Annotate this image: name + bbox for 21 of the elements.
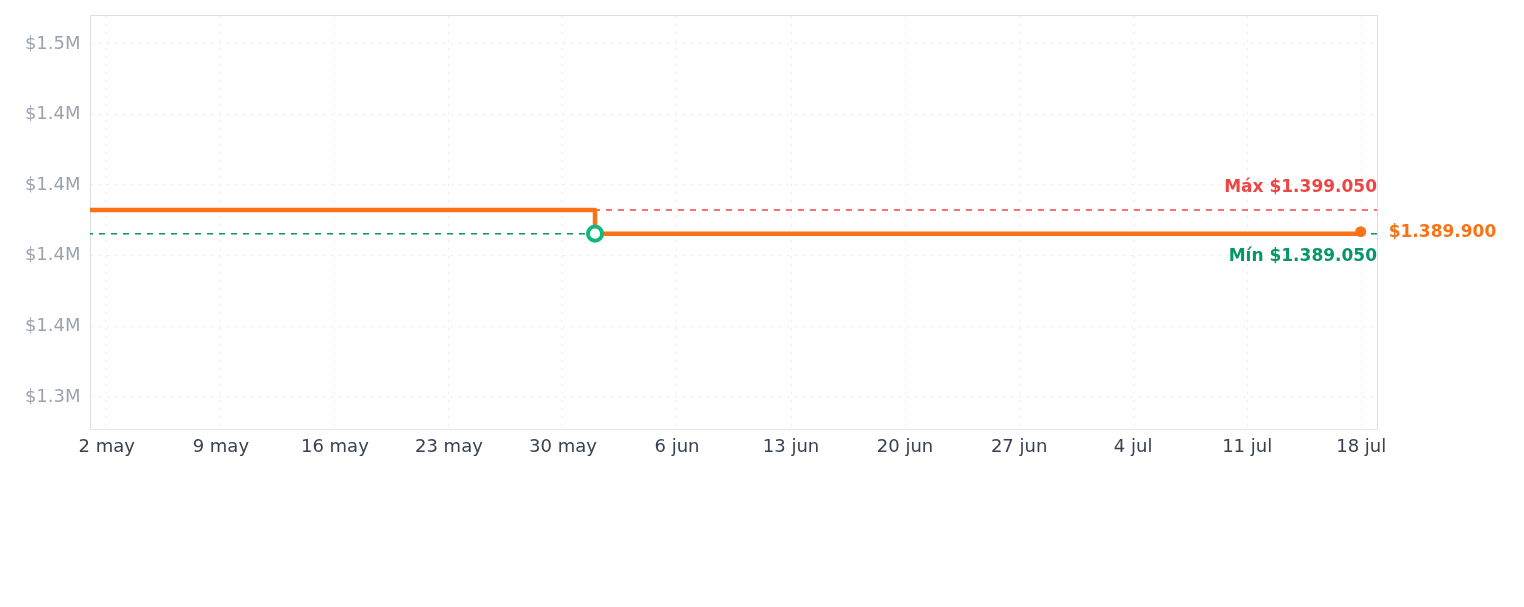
x-tick-label: 13 jun [762, 434, 820, 456]
x-tick-label: 23 may [414, 434, 484, 456]
x-tick-label: 16 may [300, 434, 370, 456]
x-tick-label: 18 jul [1336, 434, 1387, 456]
y-tick-label: $1.4M [24, 243, 81, 265]
y-tick-label: $1.3M [24, 384, 81, 406]
x-tick-label: 27 jun [990, 434, 1048, 456]
y-tick-label: $1.5M [24, 31, 81, 53]
x-tick-label: 30 may [529, 434, 598, 456]
y-tick-label: $1.4M [24, 172, 81, 194]
annotation: $1.389.900 [1388, 220, 1497, 241]
ref-line-label: Máx $1.399.050 [1224, 176, 1378, 197]
x-tick-label: 4 jul [1113, 434, 1153, 456]
x-tick-label: 20 jun [876, 434, 934, 456]
y-tick-label: $1.4M [24, 102, 81, 124]
x-tick-label: 6 jun [654, 434, 700, 456]
ref-line-label: Mín $1.389.050 [1228, 244, 1378, 265]
x-tick-label: 11 jul [1222, 434, 1273, 456]
x-tick-label: 2 may [78, 434, 136, 456]
x-tick-label: 9 may [192, 434, 250, 456]
y-tick-label: $1.4M [24, 314, 81, 335]
